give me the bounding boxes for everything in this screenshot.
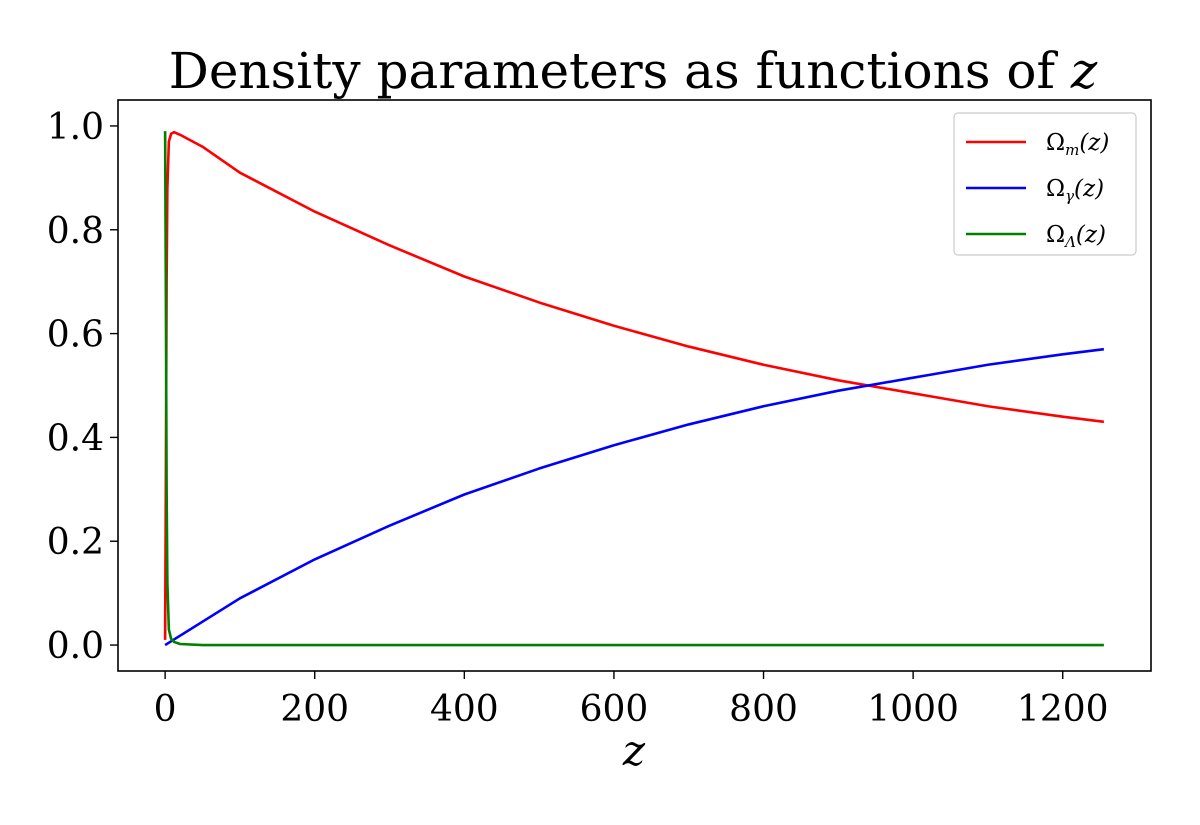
legend: Ωm(z)Ωγ(z)ΩΛ(z) bbox=[953, 112, 1137, 256]
legend-label: Ωγ(z) bbox=[1046, 176, 1104, 205]
legend-label-argument: (z) bbox=[1076, 222, 1106, 248]
y-tick-label: 0.2 bbox=[47, 522, 104, 563]
x-tick-label: 200 bbox=[280, 689, 349, 730]
y-tick-label: 0.0 bbox=[47, 626, 104, 667]
legend-label-base: Ω bbox=[1046, 222, 1065, 248]
legend-label-base: Ω bbox=[1046, 176, 1065, 202]
legend-label-argument: (z) bbox=[1074, 176, 1104, 202]
x-axis-label: z bbox=[622, 726, 646, 775]
x-tick-label: 400 bbox=[430, 689, 499, 730]
legend-label: ΩΛ(z) bbox=[1046, 222, 1106, 251]
legend-label-subscript: Λ bbox=[1063, 233, 1076, 251]
chart-title: Density parameters as functions of z bbox=[169, 42, 1098, 100]
plot-frame bbox=[117, 99, 1152, 672]
y-tick-label: 0.8 bbox=[47, 211, 104, 252]
x-tick-label: 600 bbox=[580, 689, 649, 730]
legend-label-subscript: γ bbox=[1065, 187, 1074, 205]
x-axis: 0 200 400 600 800 1000 1200 bbox=[154, 671, 1109, 730]
legend-label-subscript: m bbox=[1065, 141, 1079, 159]
y-axis: 0.0 0.2 0.4 0.6 0.8 1.0 bbox=[47, 107, 118, 667]
legend-label-base: Ω bbox=[1046, 130, 1065, 156]
x-tick-label: 0 bbox=[154, 689, 177, 730]
series-line-1 bbox=[163, 130, 1105, 640]
x-tick-label: 1200 bbox=[1017, 689, 1109, 730]
legend-box bbox=[953, 112, 1137, 256]
chart-title-variable: z bbox=[1070, 42, 1098, 100]
legend-label: Ωm(z) bbox=[1046, 130, 1109, 159]
y-tick-label: 0.6 bbox=[47, 315, 104, 356]
chart-title-text: Density parameters as functions of bbox=[169, 42, 1059, 100]
y-tick-label: 0.4 bbox=[47, 418, 104, 459]
plot-area bbox=[163, 130, 1105, 647]
y-tick-label: 1.0 bbox=[47, 107, 104, 148]
x-tick-label: 800 bbox=[729, 689, 798, 730]
legend-label-argument: (z) bbox=[1079, 130, 1109, 156]
series-line-2 bbox=[164, 347, 1105, 647]
x-tick-label: 1000 bbox=[867, 689, 959, 730]
series-line-3 bbox=[163, 131, 1104, 647]
